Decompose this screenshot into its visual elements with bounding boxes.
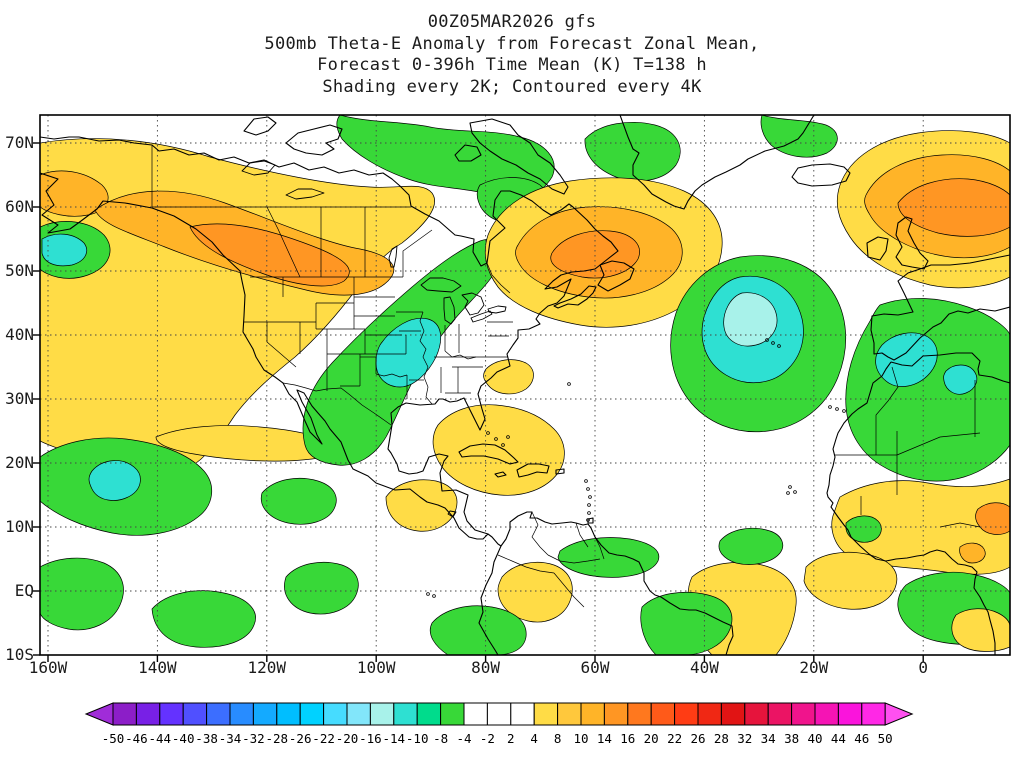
svg-text:44: 44	[831, 731, 846, 746]
svg-text:-26: -26	[289, 731, 312, 746]
y-axis-label: 70N	[5, 133, 34, 152]
svg-text:10: 10	[573, 731, 588, 746]
svg-text:4: 4	[530, 731, 538, 746]
svg-text:50: 50	[878, 731, 893, 746]
svg-text:-2: -2	[480, 731, 495, 746]
x-axis-label: 100W	[356, 658, 396, 677]
y-axis-label: 50N	[5, 261, 34, 280]
svg-text:14: 14	[597, 731, 612, 746]
svg-text:28: 28	[714, 731, 729, 746]
x-axis-label: 120W	[247, 658, 287, 677]
svg-text:32: 32	[737, 731, 752, 746]
y-axis-label: 10N	[5, 517, 34, 536]
title-variable: 500mb Theta-E Anomaly from Forecast Zona…	[264, 33, 760, 54]
svg-text:8: 8	[554, 731, 562, 746]
x-axis-label: 40W	[689, 658, 719, 677]
svg-text:-34: -34	[219, 731, 242, 746]
colorbar: -50 -46 -44 -40 -38 -34 -32 -28 -26 -22 -20 -16 -14-…	[84, 702, 914, 746]
svg-text:-50: -50	[102, 731, 125, 746]
title-shading-note: Shading every 2K; Contoured every 4K	[322, 76, 702, 97]
svg-text:20: 20	[644, 731, 659, 746]
svg-text:22: 22	[667, 731, 682, 746]
svg-text:-44: -44	[149, 731, 172, 746]
y-axis-label: 10S	[5, 645, 34, 664]
x-axis-label: 140W	[138, 658, 177, 677]
y-axis-label: 20N	[5, 453, 34, 472]
svg-text:26: 26	[690, 731, 705, 746]
svg-text:46: 46	[854, 731, 869, 746]
svg-text:-10: -10	[406, 731, 429, 746]
svg-text:-28: -28	[266, 731, 289, 746]
svg-text:-38: -38	[195, 731, 218, 746]
svg-text:34: 34	[761, 731, 776, 746]
svg-text:-4: -4	[456, 731, 471, 746]
svg-text:40: 40	[807, 731, 822, 746]
svg-text:-40: -40	[172, 731, 195, 746]
y-axis-label: 30N	[5, 389, 34, 408]
y-axis-label: 60N	[5, 197, 34, 216]
svg-text:2: 2	[507, 731, 515, 746]
svg-text:-46: -46	[125, 731, 148, 746]
svg-text:-20: -20	[336, 731, 359, 746]
title-forecast-range: Forecast 0-396h Time Mean (K) T=138 h	[317, 55, 707, 75]
title-init-time: 00Z05MAR2026 gfs	[427, 12, 597, 32]
anomaly-map	[33, 114, 1011, 662]
x-axis-label: 80W	[471, 658, 501, 677]
svg-text:-32: -32	[242, 731, 265, 746]
x-axis-label: 20W	[799, 658, 829, 677]
svg-text:-16: -16	[359, 731, 382, 746]
svg-text:-14: -14	[383, 731, 406, 746]
y-axis-label: 40N	[5, 325, 34, 344]
x-axis-label: 0	[918, 658, 928, 677]
x-axis-label: 60W	[580, 658, 610, 677]
x-axis-label: 160W	[28, 658, 68, 677]
svg-text:-22: -22	[312, 731, 335, 746]
svg-text:-8: -8	[433, 731, 448, 746]
svg-text:38: 38	[784, 731, 799, 746]
svg-text:16: 16	[620, 731, 635, 746]
y-axis-label: EQ	[14, 581, 34, 600]
title-block: 00Z05MAR2026 gfs 500mb Theta-E Anomaly f…	[0, 12, 1024, 98]
